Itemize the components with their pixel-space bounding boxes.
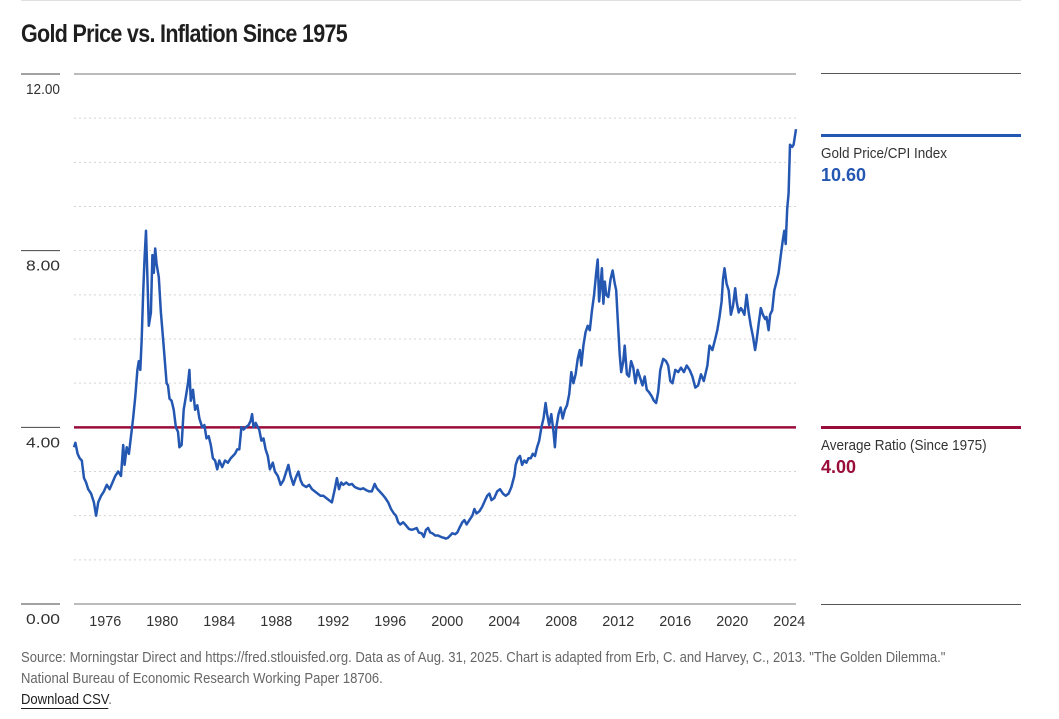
gridlines [74, 73, 796, 561]
x-tick-label: 1996 [374, 613, 406, 630]
legend-value-gold-cpi: 10.60 [821, 165, 867, 185]
source-line-2: National Bureau of Economic Research Wor… [21, 671, 383, 687]
download-suffix: . [108, 692, 112, 708]
chart-title: Gold Price vs. Inflation Since 1975 [21, 20, 348, 48]
legend-label-gold-cpi: Gold Price/CPI Index [821, 145, 948, 162]
y-tick-label: 8.00 [26, 258, 60, 275]
legend-swatch-gold-cpi [821, 134, 1021, 137]
x-tick-label: 1992 [317, 613, 349, 630]
x-tick-label: 2012 [602, 613, 634, 630]
chart-footer: Source: Morningstar Direct and https://f… [21, 648, 946, 711]
legend-swatch-average-ratio [821, 426, 1021, 429]
download-csv-link[interactable]: Download CSV [21, 692, 109, 709]
legend-label-average-ratio: Average Ratio (Since 1975) [821, 437, 987, 454]
x-tick-label: 2016 [659, 613, 691, 630]
legend-top-rule [821, 73, 1021, 74]
x-tick-label: 1976 [89, 613, 121, 630]
x-tick-label: 1988 [260, 613, 292, 630]
series-layer [72, 129, 798, 540]
x-tick-label: 1984 [203, 613, 235, 630]
gold-cpi-series-line [72, 129, 798, 540]
x-tick-label: 2024 [773, 613, 805, 630]
source-line-1: Source: Morningstar Direct and https://f… [21, 650, 946, 666]
x-axis: 1976 1980 1984 1988 1992 1996 2000 2004 2008 2012… [74, 603, 805, 630]
y-tick-label: 12.00 [26, 81, 60, 98]
x-tick-label: 2020 [716, 613, 748, 630]
top-divider [21, 0, 1021, 1]
x-tick-label: 2004 [488, 613, 520, 630]
y-tick-label: 0.00 [26, 611, 60, 628]
x-tick-label: 1980 [146, 613, 178, 630]
x-tick-label: 2000 [431, 613, 463, 630]
legend-item-gold-cpi: Gold Price/CPI Index 10.60 [821, 134, 1021, 186]
legend-value-average-ratio: 4.00 [821, 457, 857, 477]
legend-bottom-rule [821, 604, 1021, 605]
y-axis: 0.00 4.00 8.00 12.00 [21, 73, 60, 628]
x-tick-label: 2008 [545, 613, 577, 630]
legend-item-average-ratio: Average Ratio (Since 1975) 4.00 [821, 426, 1021, 478]
y-tick-label: 4.00 [26, 434, 60, 451]
